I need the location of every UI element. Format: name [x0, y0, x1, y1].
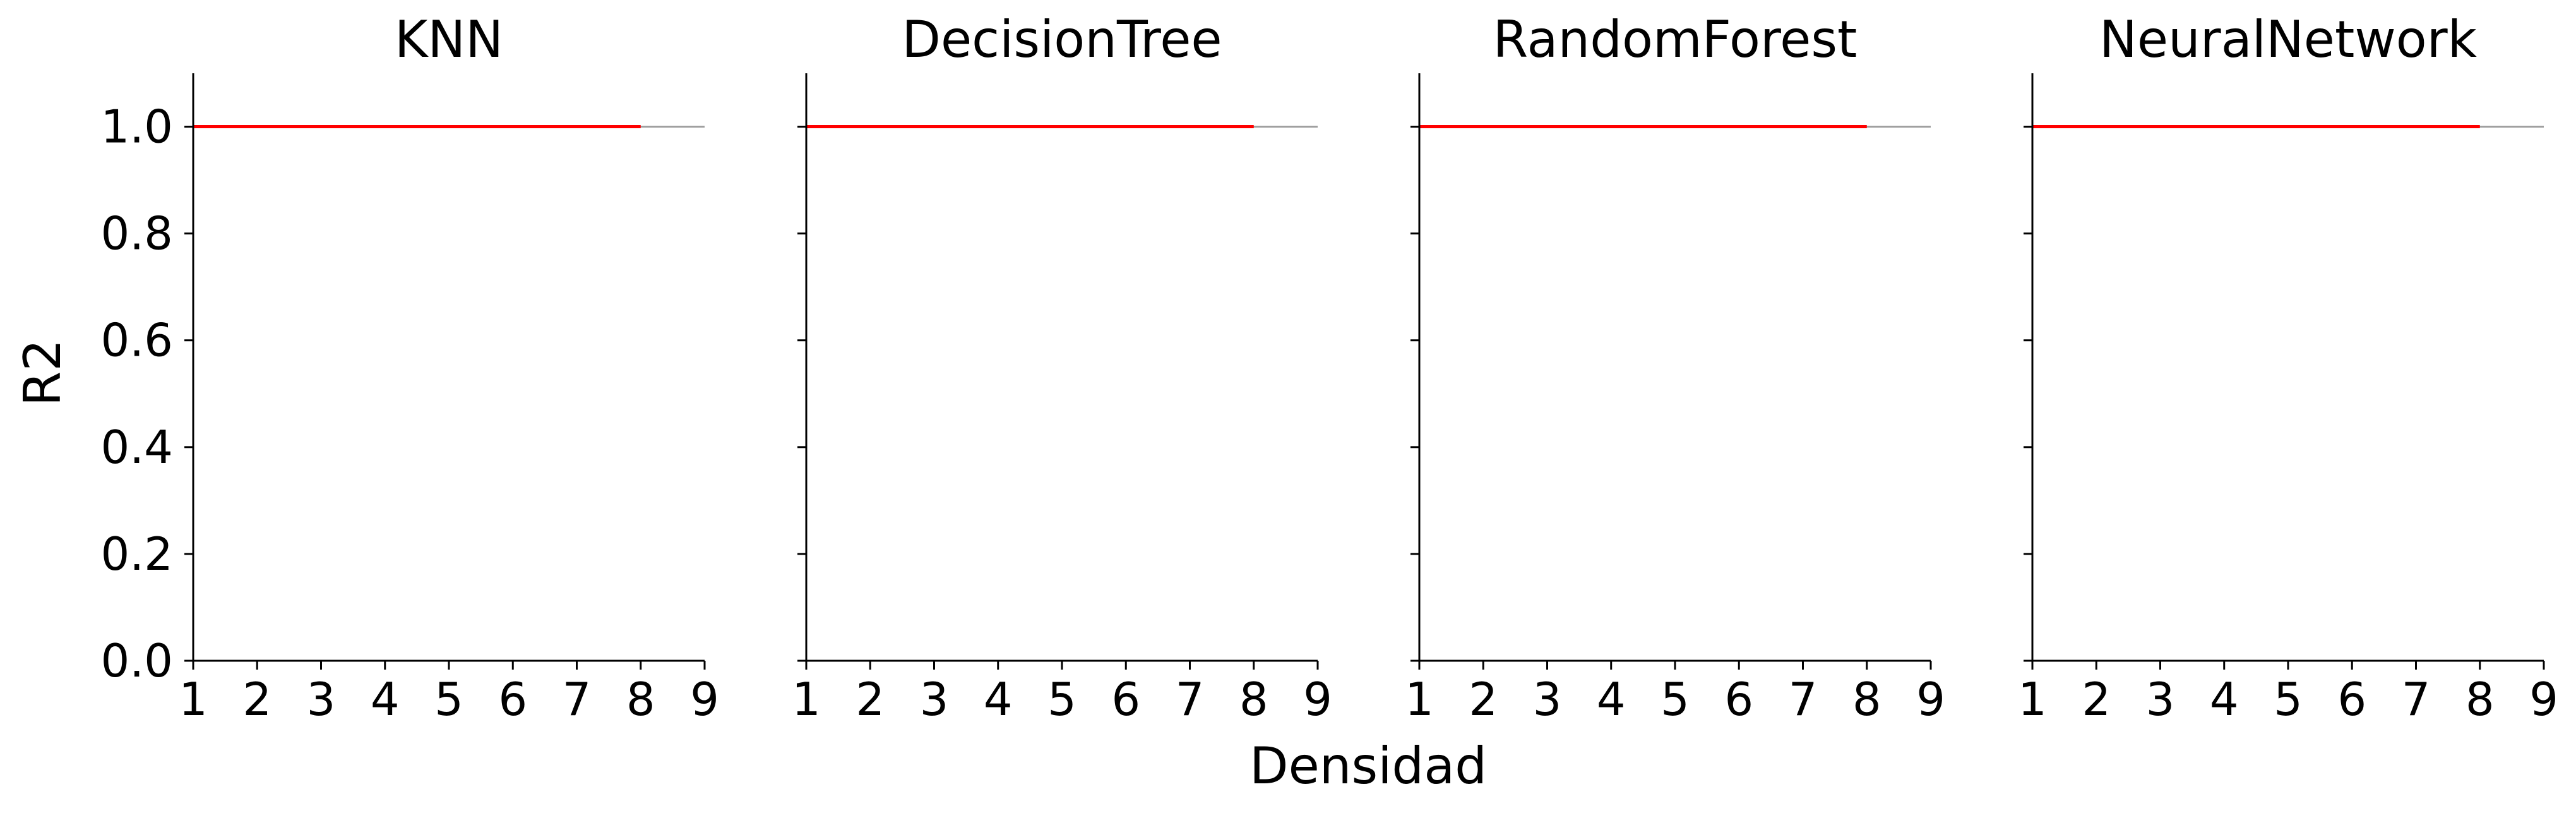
chart-panel: RandomForest 1 2 3 4 5 6 7 8 9 [1405, 10, 1945, 726]
x-tick-label: 6 [1724, 673, 1753, 726]
x-tick-label: 2 [2082, 673, 2111, 726]
y-tick-label: 0.6 [100, 314, 173, 367]
x-tick-label: 9 [2529, 673, 2558, 726]
panel-title: RandomForest [1493, 10, 1857, 69]
x-tick-label: 8 [1239, 673, 1268, 726]
y-tick-label: 0.4 [100, 421, 173, 474]
x-tick-label: 3 [1533, 673, 1562, 726]
x-tick-label: 3 [2146, 673, 2175, 726]
chart-panel: DecisionTree 1 2 3 4 5 6 7 8 9 [792, 10, 1332, 726]
y-tick-label: 0.8 [100, 207, 173, 260]
x-tick-label: 9 [1303, 673, 1332, 726]
x-tick-label: 7 [2402, 673, 2431, 726]
x-tick-label: 7 [1789, 673, 1818, 726]
x-tick-label: 1 [1405, 673, 1434, 726]
panel-title: DecisionTree [902, 10, 1222, 69]
chart-panel: NeuralNetwork 1 2 3 4 5 6 7 8 9 [2018, 10, 2558, 726]
y-tick-label: 0.0 [100, 634, 173, 687]
chart-panel: KNN 1 2 3 4 5 6 7 8 9 0.0 0.2 0.4 0.6 0.8 1.0 [100, 10, 719, 726]
y-axis-label: R2 [13, 339, 72, 406]
x-tick-label: 5 [434, 673, 463, 726]
y-tick-label: 1.0 [100, 100, 173, 154]
x-tick-label: 7 [563, 673, 592, 726]
x-tick-label: 8 [1852, 673, 1881, 726]
panel-title: NeuralNetwork [2099, 10, 2478, 69]
x-tick-label: 4 [371, 673, 400, 726]
x-tick-label: 4 [1597, 673, 1626, 726]
x-axis-label: Densidad [1249, 737, 1487, 795]
x-tick-label: 3 [920, 673, 949, 726]
x-tick-label: 2 [242, 673, 271, 726]
x-tick-label: 8 [626, 673, 655, 726]
x-tick-label: 5 [2274, 673, 2303, 726]
panel-title: KNN [395, 10, 503, 69]
x-tick-label: 8 [2466, 673, 2495, 726]
x-tick-label: 4 [2210, 673, 2239, 726]
x-tick-label: 6 [498, 673, 527, 726]
x-tick-label: 7 [1176, 673, 1205, 726]
x-tick-label: 3 [307, 673, 336, 726]
x-tick-label: 9 [690, 673, 719, 726]
x-tick-label: 1 [2018, 673, 2047, 726]
x-tick-label: 9 [1916, 673, 1945, 726]
x-tick-label: 1 [792, 673, 821, 726]
x-tick-label: 2 [856, 673, 885, 726]
x-tick-label: 2 [1469, 673, 1498, 726]
y-tick-label: 0.2 [100, 527, 173, 581]
x-tick-label: 6 [1111, 673, 1140, 726]
x-tick-label: 5 [1661, 673, 1690, 726]
x-tick-label: 6 [2337, 673, 2366, 726]
x-tick-label: 5 [1047, 673, 1076, 726]
x-tick-label: 4 [984, 673, 1013, 726]
x-tick-label: 1 [179, 673, 208, 726]
